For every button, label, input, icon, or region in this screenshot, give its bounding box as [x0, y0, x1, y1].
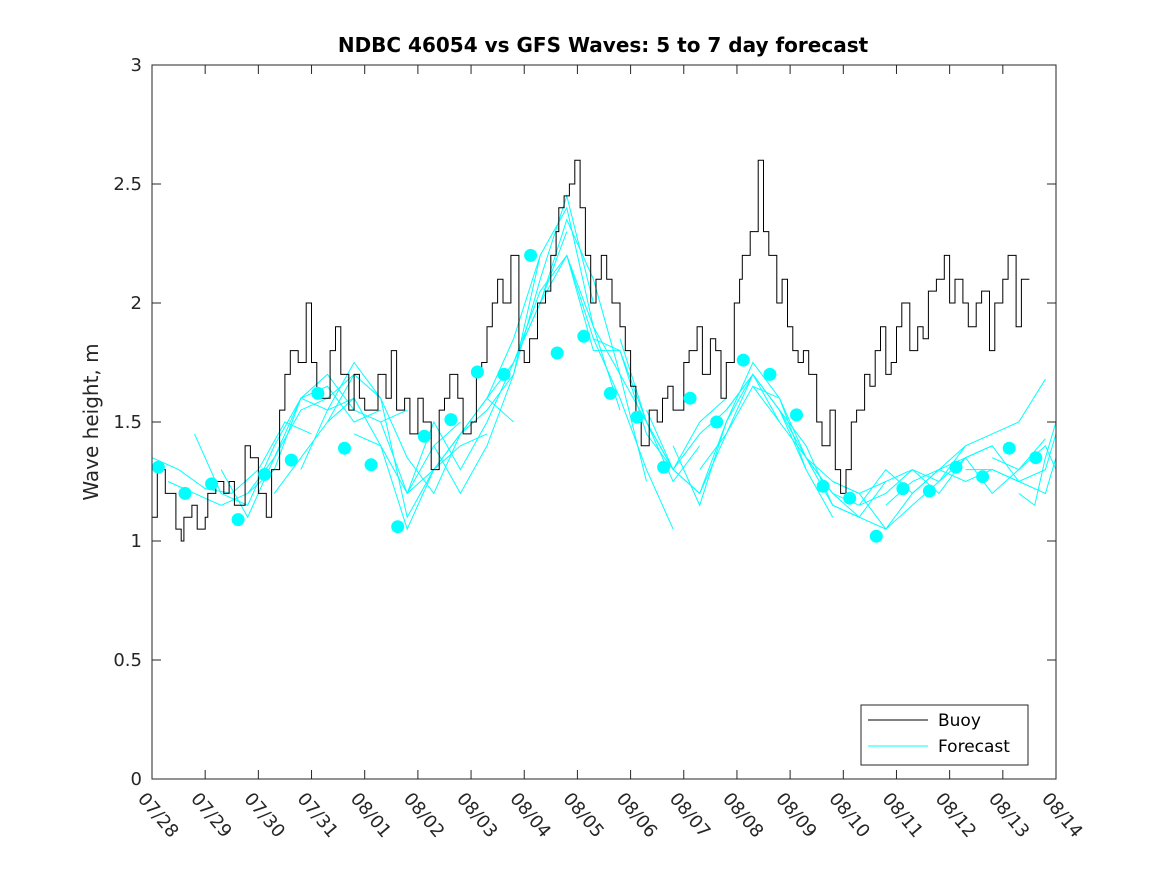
plot-data-group — [151, 159, 1057, 543]
forecast-marker-0 — [151, 460, 165, 474]
legend-box — [860, 704, 1029, 766]
forecast-marker-23 — [763, 367, 777, 381]
x-tick-label-4: 08/01 — [346, 789, 395, 842]
forecast-run-line-31 — [965, 457, 1057, 495]
forecast-run-line-5 — [273, 397, 461, 495]
legend-forecast-label: Forecast — [938, 737, 1010, 757]
x-tick-label-5: 08/02 — [399, 789, 448, 842]
forecast-marker-4 — [258, 467, 272, 481]
x-tick-label-3: 07/31 — [293, 789, 342, 842]
x-tick-label-17: 08/14 — [1037, 789, 1086, 842]
x-tick-label-1: 07/29 — [186, 789, 235, 842]
forecast-run-line-0 — [151, 421, 312, 494]
forecast-marker-27 — [869, 529, 883, 543]
x-tick-label-8: 08/05 — [559, 789, 608, 842]
forecast-marker-8 — [364, 458, 378, 472]
y-tick-label-1: 0.5 — [113, 650, 142, 671]
forecast-marker-17 — [603, 386, 617, 400]
forecast-marker-6 — [311, 386, 325, 400]
chart-title: NDBC 46054 vs GFS Waves: 5 to 7 day fore… — [338, 33, 869, 57]
forecast-marker-5 — [284, 453, 298, 467]
forecast-marker-12 — [470, 365, 484, 379]
forecast-marker-10 — [417, 429, 431, 443]
x-tick-label-2: 07/30 — [240, 789, 289, 842]
forecast-marker-2 — [205, 477, 219, 491]
buoy-series-line — [152, 159, 1030, 542]
forecast-marker-19 — [657, 460, 671, 474]
y-tick-label-6: 3 — [131, 55, 142, 76]
x-tick-label-16: 08/13 — [984, 789, 1033, 842]
forecast-marker-1 — [178, 486, 192, 500]
y-tick-label-5: 2.5 — [113, 174, 142, 195]
forecast-marker-32 — [1002, 441, 1016, 455]
forecast-marker-28 — [896, 482, 910, 496]
x-tick-label-11: 08/08 — [718, 789, 767, 842]
x-tick-label-7: 08/04 — [505, 789, 554, 842]
plot-area — [152, 65, 1056, 779]
forecast-marker-29 — [922, 484, 936, 498]
x-tick-label-13: 08/10 — [824, 789, 873, 842]
forecast-marker-30 — [949, 460, 963, 474]
x-tick-label-10: 08/07 — [665, 789, 714, 842]
x-tick-label-15: 08/12 — [931, 789, 980, 842]
forecast-marker-9 — [391, 520, 405, 534]
y-axis-label: Wave height, m — [79, 343, 103, 500]
legend-buoy-label: Buoy — [938, 711, 981, 731]
x-tick-label-14: 08/11 — [878, 789, 927, 842]
forecast-marker-25 — [816, 479, 830, 493]
x-tick-label-9: 08/06 — [612, 789, 661, 842]
forecast-marker-26 — [843, 491, 857, 505]
forecast-marker-3 — [231, 513, 245, 527]
forecast-marker-7 — [338, 441, 351, 455]
forecast-marker-22 — [736, 353, 750, 367]
y-tick-label-3: 1.5 — [113, 412, 142, 433]
forecast-marker-18 — [630, 410, 644, 424]
forecast-marker-11 — [444, 413, 458, 427]
forecast-marker-15 — [550, 346, 564, 360]
forecast-run-line-33 — [1018, 421, 1057, 507]
forecast-marker-31 — [976, 470, 990, 484]
forecast-marker-14 — [524, 248, 538, 262]
y-tick-label-2: 1 — [131, 531, 142, 552]
x-tick-label-0: 07/28 — [133, 789, 182, 842]
forecast-marker-16 — [577, 329, 591, 343]
forecast-marker-33 — [1029, 451, 1043, 465]
forecast-marker-20 — [683, 391, 697, 405]
x-tick-label-6: 08/03 — [452, 789, 501, 842]
forecast-marker-21 — [710, 415, 724, 429]
forecast-marker-13 — [497, 367, 511, 381]
y-tick-label-0: 0 — [131, 769, 142, 790]
legend: Buoy Forecast — [860, 704, 1029, 766]
y-tick-label-4: 2 — [131, 293, 142, 314]
forecast-marker-24 — [790, 408, 803, 422]
x-tick-label-12: 08/09 — [771, 789, 820, 842]
